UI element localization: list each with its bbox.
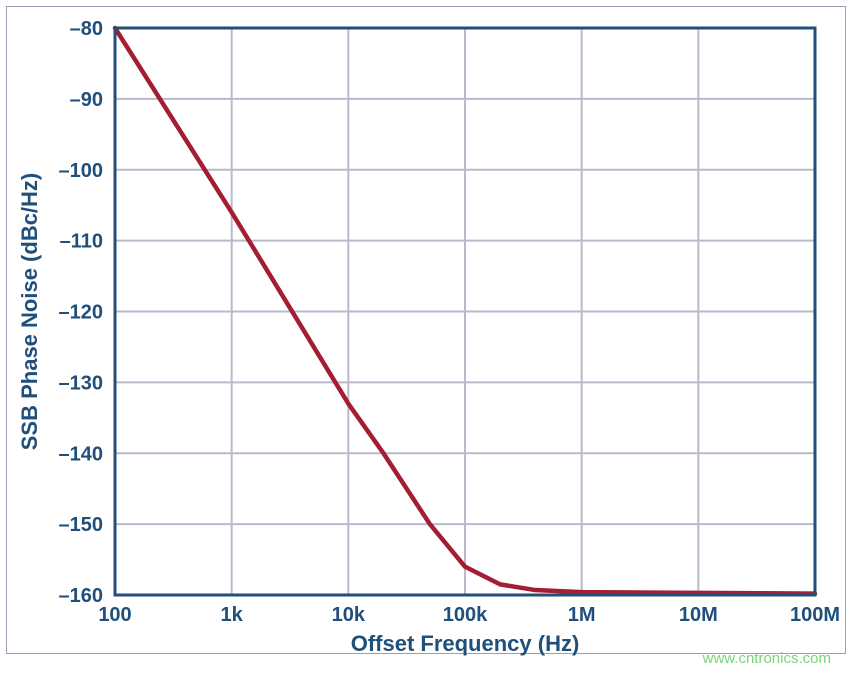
x-tick-label: 100 xyxy=(98,604,131,626)
phase-noise-chart: 100 1k 10k 100k 1M 10M 100M –160 –150 –140 –130 –12… xyxy=(0,0,853,677)
x-tick-label: 100k xyxy=(443,604,488,626)
y-tick-label: –130 xyxy=(59,372,104,394)
x-axis-label: Offset Frequency (Hz) xyxy=(351,631,580,656)
y-tick-label: –150 xyxy=(59,514,104,536)
x-tick-label: 100M xyxy=(790,604,840,626)
y-tick-label: –120 xyxy=(59,302,104,324)
y-tick-label: –80 xyxy=(70,18,103,40)
y-tick-label: –100 xyxy=(59,160,104,182)
y-tick-label: –140 xyxy=(59,443,104,465)
x-tick-label: 1k xyxy=(221,604,244,626)
x-tick-label: 1M xyxy=(568,604,596,626)
y-tick-label: –90 xyxy=(70,89,103,111)
x-tick-label: 10M xyxy=(679,604,718,626)
y-tick-label: –110 xyxy=(60,231,103,253)
x-tick-label: 10k xyxy=(332,604,366,626)
y-tick-label: –160 xyxy=(59,585,104,607)
y-axis-label: SSB Phase Noise (dBc/Hz) xyxy=(17,173,42,451)
